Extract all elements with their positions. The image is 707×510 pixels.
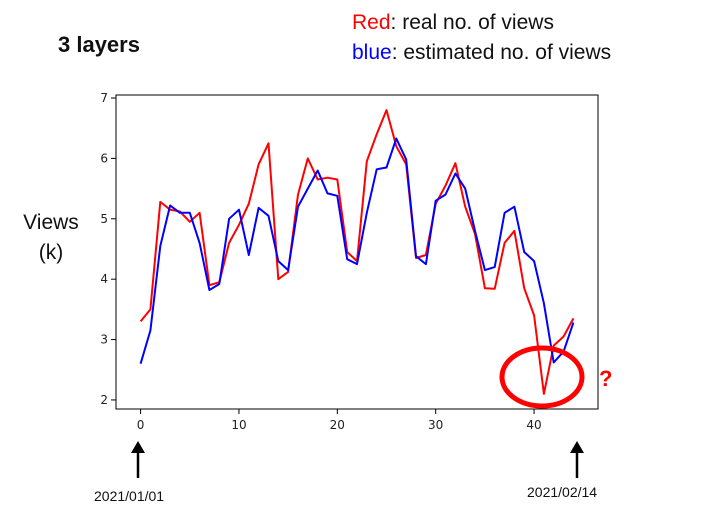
x-tick-label: 20: [330, 418, 345, 432]
start-arrow: [131, 441, 145, 478]
legend-estimated: blue: estimated no. of views: [352, 38, 611, 68]
legend-real: Red: real no. of views: [352, 8, 611, 38]
end-date-label: 2021/02/14: [527, 484, 598, 500]
x-tick-label: 40: [526, 418, 541, 432]
start-date-label: 2021/01/01: [94, 488, 165, 504]
chart-title: 3 layers: [58, 32, 140, 57]
legend-estimated-key: blue: [352, 41, 392, 64]
series-lines: [139, 109, 575, 395]
x-tick-label: 10: [231, 418, 246, 432]
end-arrow: [570, 441, 584, 478]
y-tick-label: 3: [100, 333, 108, 347]
y-axis-label-line2: (k): [38, 241, 64, 264]
y-axis-label: Views (k): [20, 208, 82, 268]
y-tick-label: 5: [100, 212, 108, 226]
y-tick-label: 6: [100, 151, 108, 165]
anomaly-circle: [499, 345, 585, 409]
x-tick-label: 0: [137, 418, 145, 432]
series-line-red: [139, 109, 575, 395]
axis-ticks: 0 10 20 30 40 2 3 4 5 6 7: [100, 91, 541, 432]
y-tick-label: 4: [100, 272, 108, 286]
y-tick-label: 7: [100, 91, 108, 105]
legend-real-text: : real no. of views: [390, 11, 554, 34]
series-line-blue: [139, 137, 575, 364]
legend-estimated-text: : estimated no. of views: [391, 41, 612, 64]
question-mark: ?: [599, 366, 612, 391]
legend: Red: real no. of views blue: estimated n…: [352, 8, 611, 68]
y-axis-label-line1: Views: [23, 211, 79, 234]
legend-real-key: Red: [352, 11, 391, 34]
x-tick-label: 30: [428, 418, 443, 432]
plot-frame: [115, 94, 599, 410]
y-tick-label: 2: [100, 393, 108, 407]
